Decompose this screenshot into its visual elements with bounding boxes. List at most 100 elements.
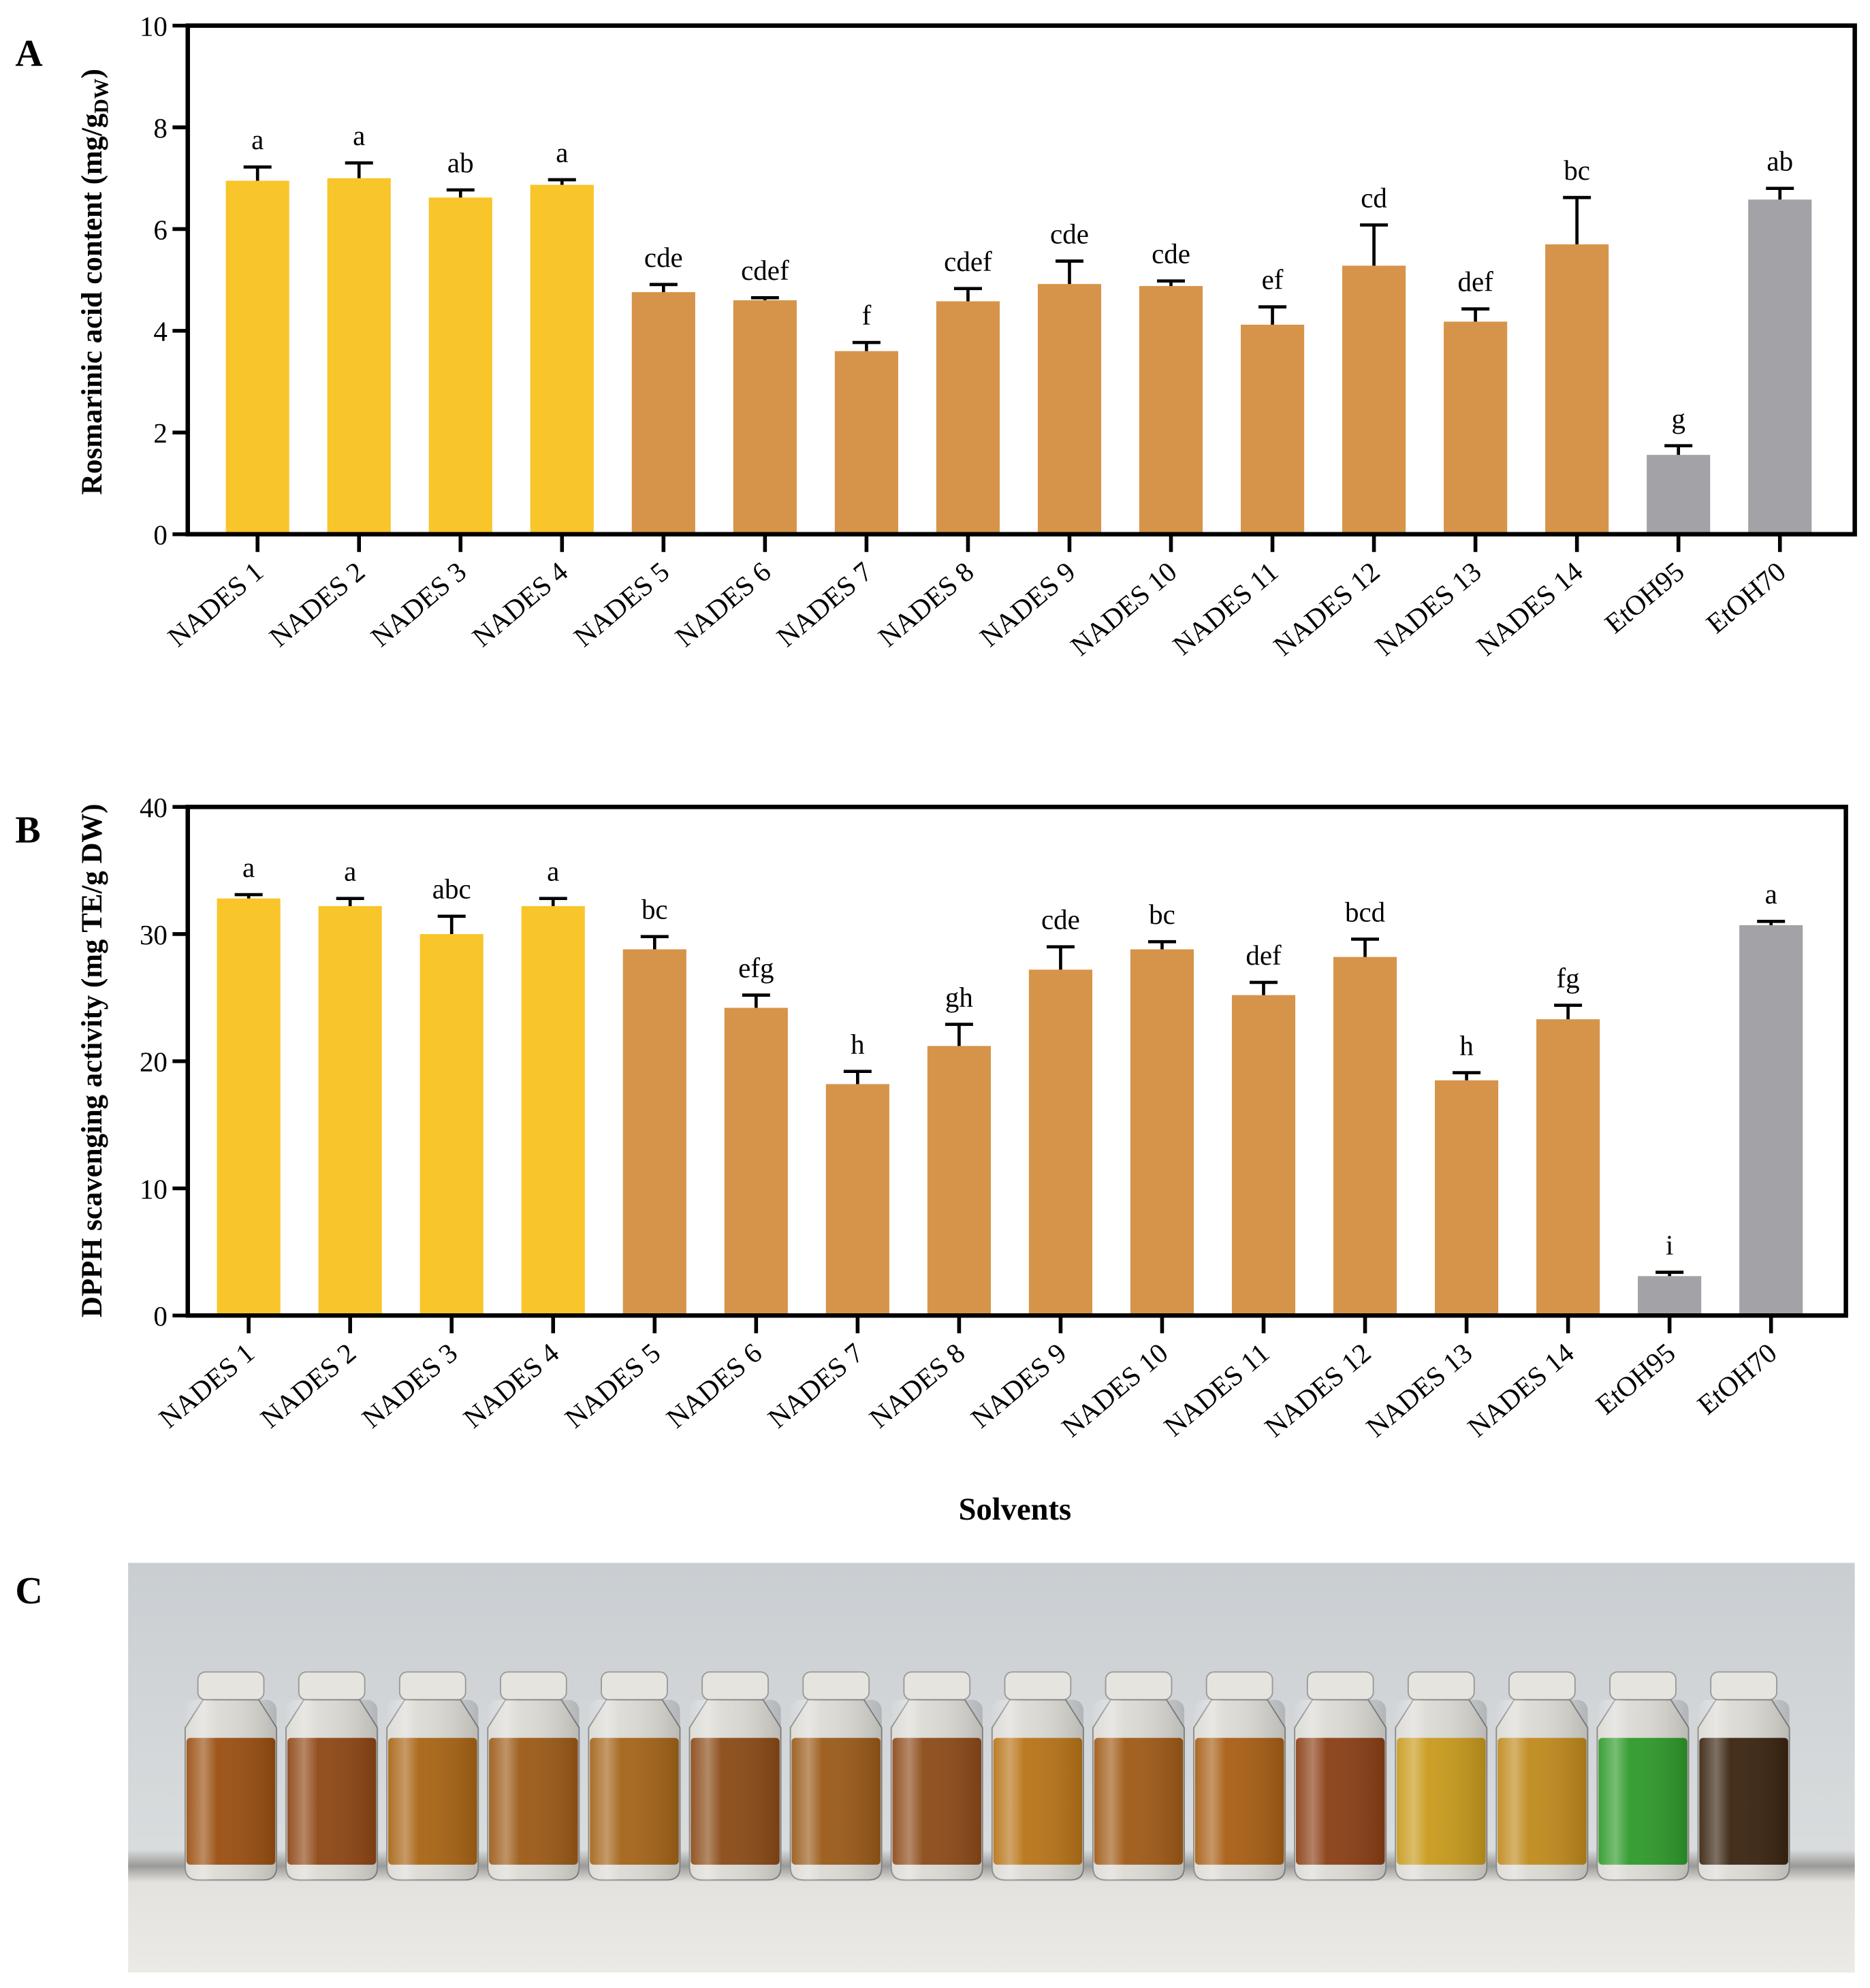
bar-etoh70 xyxy=(1748,199,1812,534)
vial xyxy=(1092,1671,1186,1881)
x-tick-label: NADES 11 xyxy=(1158,1337,1275,1443)
y-axis-label-close: ) xyxy=(76,69,108,78)
vial-cap xyxy=(1306,1671,1374,1701)
vial-highlight xyxy=(588,1699,680,1880)
vial-cap xyxy=(1609,1671,1677,1701)
x-tick-label: NADES 13 xyxy=(1369,556,1487,662)
y-tick-label: 30 xyxy=(140,919,168,950)
vial-highlight xyxy=(1597,1699,1689,1880)
vial-cap xyxy=(601,1671,668,1701)
significance-letter: f xyxy=(862,300,872,331)
vial xyxy=(1495,1671,1589,1881)
significance-letter: cde xyxy=(644,242,683,273)
significance-letter: ef xyxy=(1262,264,1284,295)
vial-highlight xyxy=(1295,1699,1386,1880)
x-tick-label: NADES 14 xyxy=(1470,556,1588,662)
y-tick-label: 0 xyxy=(153,519,167,551)
bar-nades-13 xyxy=(1435,1080,1499,1316)
bar-nades-3 xyxy=(419,933,484,1316)
vial xyxy=(991,1671,1084,1881)
y-tick-label: 10 xyxy=(140,1173,168,1204)
vial-highlight xyxy=(891,1699,983,1880)
bar-nades-9 xyxy=(1028,969,1093,1316)
x-tick-label: NADES 3 xyxy=(355,1337,463,1434)
y-tick-label: 8 xyxy=(153,112,167,144)
vial xyxy=(1596,1671,1690,1881)
vial-cap xyxy=(1004,1671,1072,1701)
bar-nades-1 xyxy=(217,898,281,1316)
y-tick-label: 0 xyxy=(153,1300,167,1332)
vial-highlight xyxy=(689,1699,781,1880)
bar-nades-6 xyxy=(724,1008,788,1316)
significance-letter: bc xyxy=(1564,155,1590,186)
significance-letter: g xyxy=(1671,403,1685,434)
x-tick-label: NADES 5 xyxy=(568,556,676,653)
x-tick-label: NADES 4 xyxy=(466,556,574,653)
x-tick-label: NADES 7 xyxy=(771,556,878,653)
x-tick-label: NADES 6 xyxy=(669,556,777,653)
bar-nades-4 xyxy=(530,185,594,534)
y-axis-label-subscript: DW xyxy=(90,78,112,114)
vial-cap xyxy=(1105,1671,1173,1701)
bar-nades-6 xyxy=(733,300,797,534)
vial xyxy=(588,1671,681,1881)
x-tick-label: NADES 13 xyxy=(1360,1337,1478,1443)
bar-nades-10 xyxy=(1139,286,1203,534)
y-axis-label: DPPH scavenging activity (mg TE/g DW) xyxy=(76,804,108,1318)
bar-nades-12 xyxy=(1342,266,1406,534)
significance-letter: cdef xyxy=(944,246,992,277)
bar-nades-11 xyxy=(1231,995,1296,1316)
bar-nades-14 xyxy=(1536,1019,1600,1316)
y-tick-label: 20 xyxy=(140,1046,168,1078)
significance-letter: bc xyxy=(641,894,668,925)
vial-cap xyxy=(1508,1671,1576,1701)
significance-letter: def xyxy=(1246,940,1282,971)
significance-letter: i xyxy=(1666,1230,1673,1261)
x-tick-label: NADES 2 xyxy=(254,1337,362,1434)
significance-letter: a xyxy=(556,137,568,168)
significance-letter: bcd xyxy=(1345,896,1385,927)
x-tick-label: NADES 1 xyxy=(153,1337,260,1434)
vial-highlight xyxy=(1092,1699,1185,1880)
bar-nades-8 xyxy=(927,1046,991,1316)
significance-letter: a xyxy=(353,120,365,151)
vial-highlight xyxy=(790,1699,882,1880)
bar-nades-13 xyxy=(1444,321,1508,534)
vial xyxy=(890,1671,983,1881)
bar-nades-9 xyxy=(1037,284,1102,534)
significance-letter: h xyxy=(1459,1029,1473,1061)
bar-nades-14 xyxy=(1545,244,1609,534)
vial-cap xyxy=(802,1671,870,1701)
significance-letter: bc xyxy=(1149,899,1175,930)
significance-letter: efg xyxy=(738,952,774,984)
significance-letter: cde xyxy=(1050,218,1089,249)
bar-nades-7 xyxy=(825,1084,889,1316)
significance-letter: a xyxy=(1765,878,1777,910)
x-tick-label: NADES 3 xyxy=(364,556,472,653)
x-tick-label: NADES 12 xyxy=(1267,556,1385,662)
vial-highlight xyxy=(1194,1699,1286,1880)
x-tick-label: NADES 8 xyxy=(872,556,980,653)
x-tick-label: NADES 14 xyxy=(1461,1337,1579,1443)
vial-cap xyxy=(1710,1671,1778,1701)
vial-highlight xyxy=(1395,1699,1487,1880)
vial xyxy=(1697,1671,1790,1881)
x-tick-label: EtOH70 xyxy=(1700,556,1792,639)
y-tick-label: 10 xyxy=(140,11,168,42)
vial-cap xyxy=(197,1671,265,1701)
x-tick-label: NADES 4 xyxy=(457,1337,565,1434)
vial-highlight xyxy=(286,1699,378,1880)
x-tick-label: NADES 11 xyxy=(1167,556,1284,661)
vial-highlight xyxy=(488,1699,580,1880)
vial-cap xyxy=(903,1671,971,1701)
significance-letter: cde xyxy=(1041,904,1080,935)
bar-nades-12 xyxy=(1333,957,1397,1316)
vial xyxy=(688,1671,782,1881)
significance-letter: fg xyxy=(1557,962,1580,993)
bar-etoh70 xyxy=(1739,925,1803,1316)
vial-highlight xyxy=(387,1699,479,1880)
vial xyxy=(1294,1671,1387,1881)
x-tick-label: EtOH70 xyxy=(1691,1337,1782,1421)
